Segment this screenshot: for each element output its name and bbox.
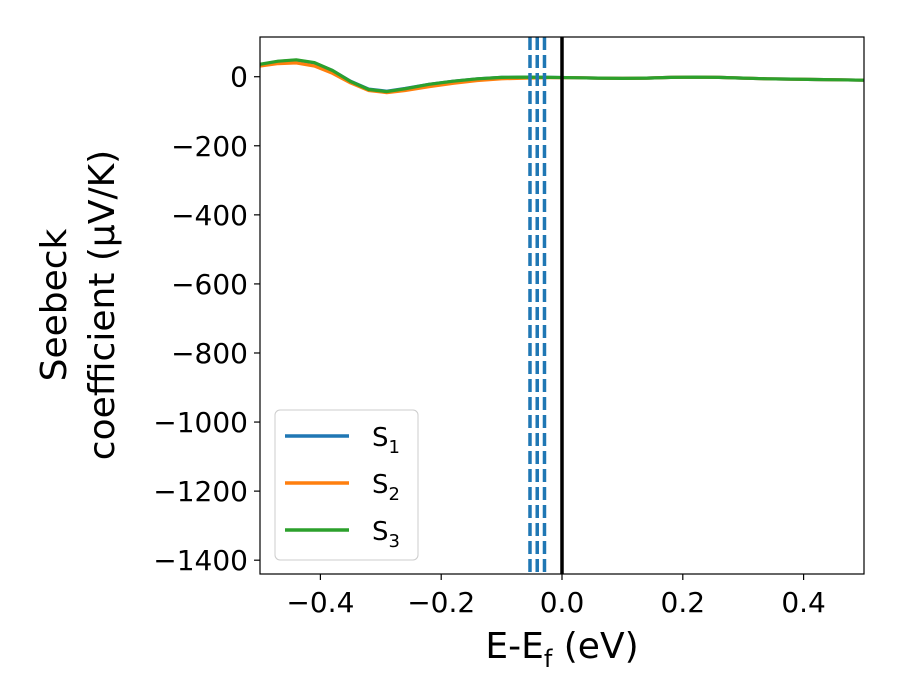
x-tick-label: 0.4 xyxy=(781,586,826,619)
y-tick-label: 0 xyxy=(230,61,248,94)
x-tick-label: 0.0 xyxy=(540,586,585,619)
y-tick-label: −600 xyxy=(171,268,248,301)
y-axis-ticks: 0 −200 −400 −600 −800 −1000 −1200 −1400 xyxy=(153,61,260,577)
y-axis-label-line1: Seebeck xyxy=(34,228,75,381)
y-axis-label-line2: coefficient (μV/K) xyxy=(82,150,123,460)
legend-label-3: S3 xyxy=(372,517,400,552)
y-tick-label: −1200 xyxy=(153,475,248,508)
y-tick-label: −400 xyxy=(171,199,248,232)
x-tick-label: 0.2 xyxy=(661,586,706,619)
legend-label-1: S1 xyxy=(372,423,400,458)
x-axis-label: E-Ef (eV) xyxy=(485,626,638,673)
reference-lines xyxy=(528,37,564,574)
y-tick-label: −1400 xyxy=(153,544,248,577)
legend-label-2: S2 xyxy=(372,470,400,505)
x-axis-ticks: −0.4 −0.2 0.0 0.2 0.4 xyxy=(286,574,826,619)
y-tick-label: −800 xyxy=(171,337,248,370)
y-tick-label: −1000 xyxy=(153,406,248,439)
legend: S1 S2 S3 xyxy=(274,409,419,561)
legend-box xyxy=(274,409,419,561)
x-tick-label: −0.2 xyxy=(407,586,475,619)
x-tick-label: −0.4 xyxy=(286,586,354,619)
y-tick-label: −200 xyxy=(171,130,248,163)
